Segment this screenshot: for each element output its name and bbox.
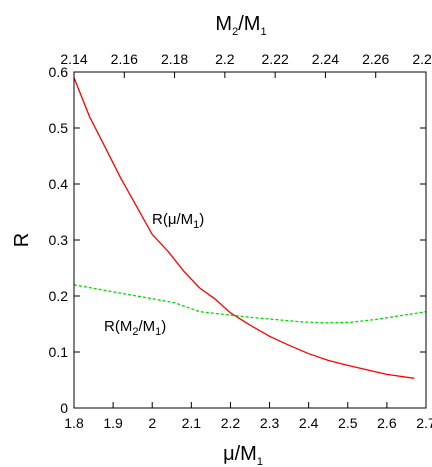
x-tick-label: 2 [148,415,156,431]
top-tick-label: 2.18 [161,51,188,67]
x-axis-title: μ/M1 [223,443,263,467]
series-label-green: R(M2/M1) [104,318,166,338]
y-tick-label: 0.5 [49,120,69,136]
top-tick-label: 2.14 [60,51,87,67]
x-tick-label: 2.5 [338,415,358,431]
top-axis-title: M2/M1 [215,13,266,38]
y-tick-label: 0 [60,400,68,416]
top-tick-label: 2.2 [215,51,235,67]
y-tick-label: 0.4 [49,176,69,192]
top-tick-label: 2.26 [362,51,389,67]
top-tick-label: 2.28 [412,51,432,67]
top-tick-label: 2.22 [262,51,289,67]
series-label-red: R(μ/M1) [152,211,204,231]
x-tick-label: 2.7 [416,415,432,431]
x-tick-label: 2.2 [221,415,241,431]
x-tick-label: 2.1 [182,415,202,431]
x-tick-label: 2.3 [260,415,280,431]
series-line-0 [73,77,415,379]
x-tick-label: 1.8 [64,415,84,431]
y-tick-label: 0.2 [49,288,69,304]
y-tick-label: 0.3 [49,232,69,248]
x-tick-label: 1.9 [103,415,123,431]
y-tick-label: 0.6 [49,64,69,80]
top-tick-label: 2.16 [111,51,138,67]
y-tick-label: 0.1 [49,344,69,360]
y-axis-title: R [11,233,33,247]
top-tick-label: 2.24 [312,51,339,67]
x-tick-label: 2.6 [377,415,397,431]
plot-frame [73,71,427,409]
series-line-1 [73,284,427,324]
x-tick-label: 2.4 [299,415,319,431]
